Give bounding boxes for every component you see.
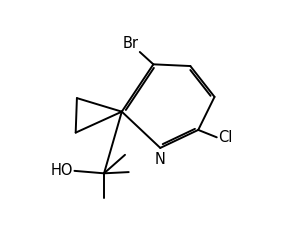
Text: Br: Br <box>123 36 139 51</box>
Text: N: N <box>155 152 166 167</box>
Text: HO: HO <box>51 163 73 178</box>
Text: Cl: Cl <box>218 130 232 145</box>
